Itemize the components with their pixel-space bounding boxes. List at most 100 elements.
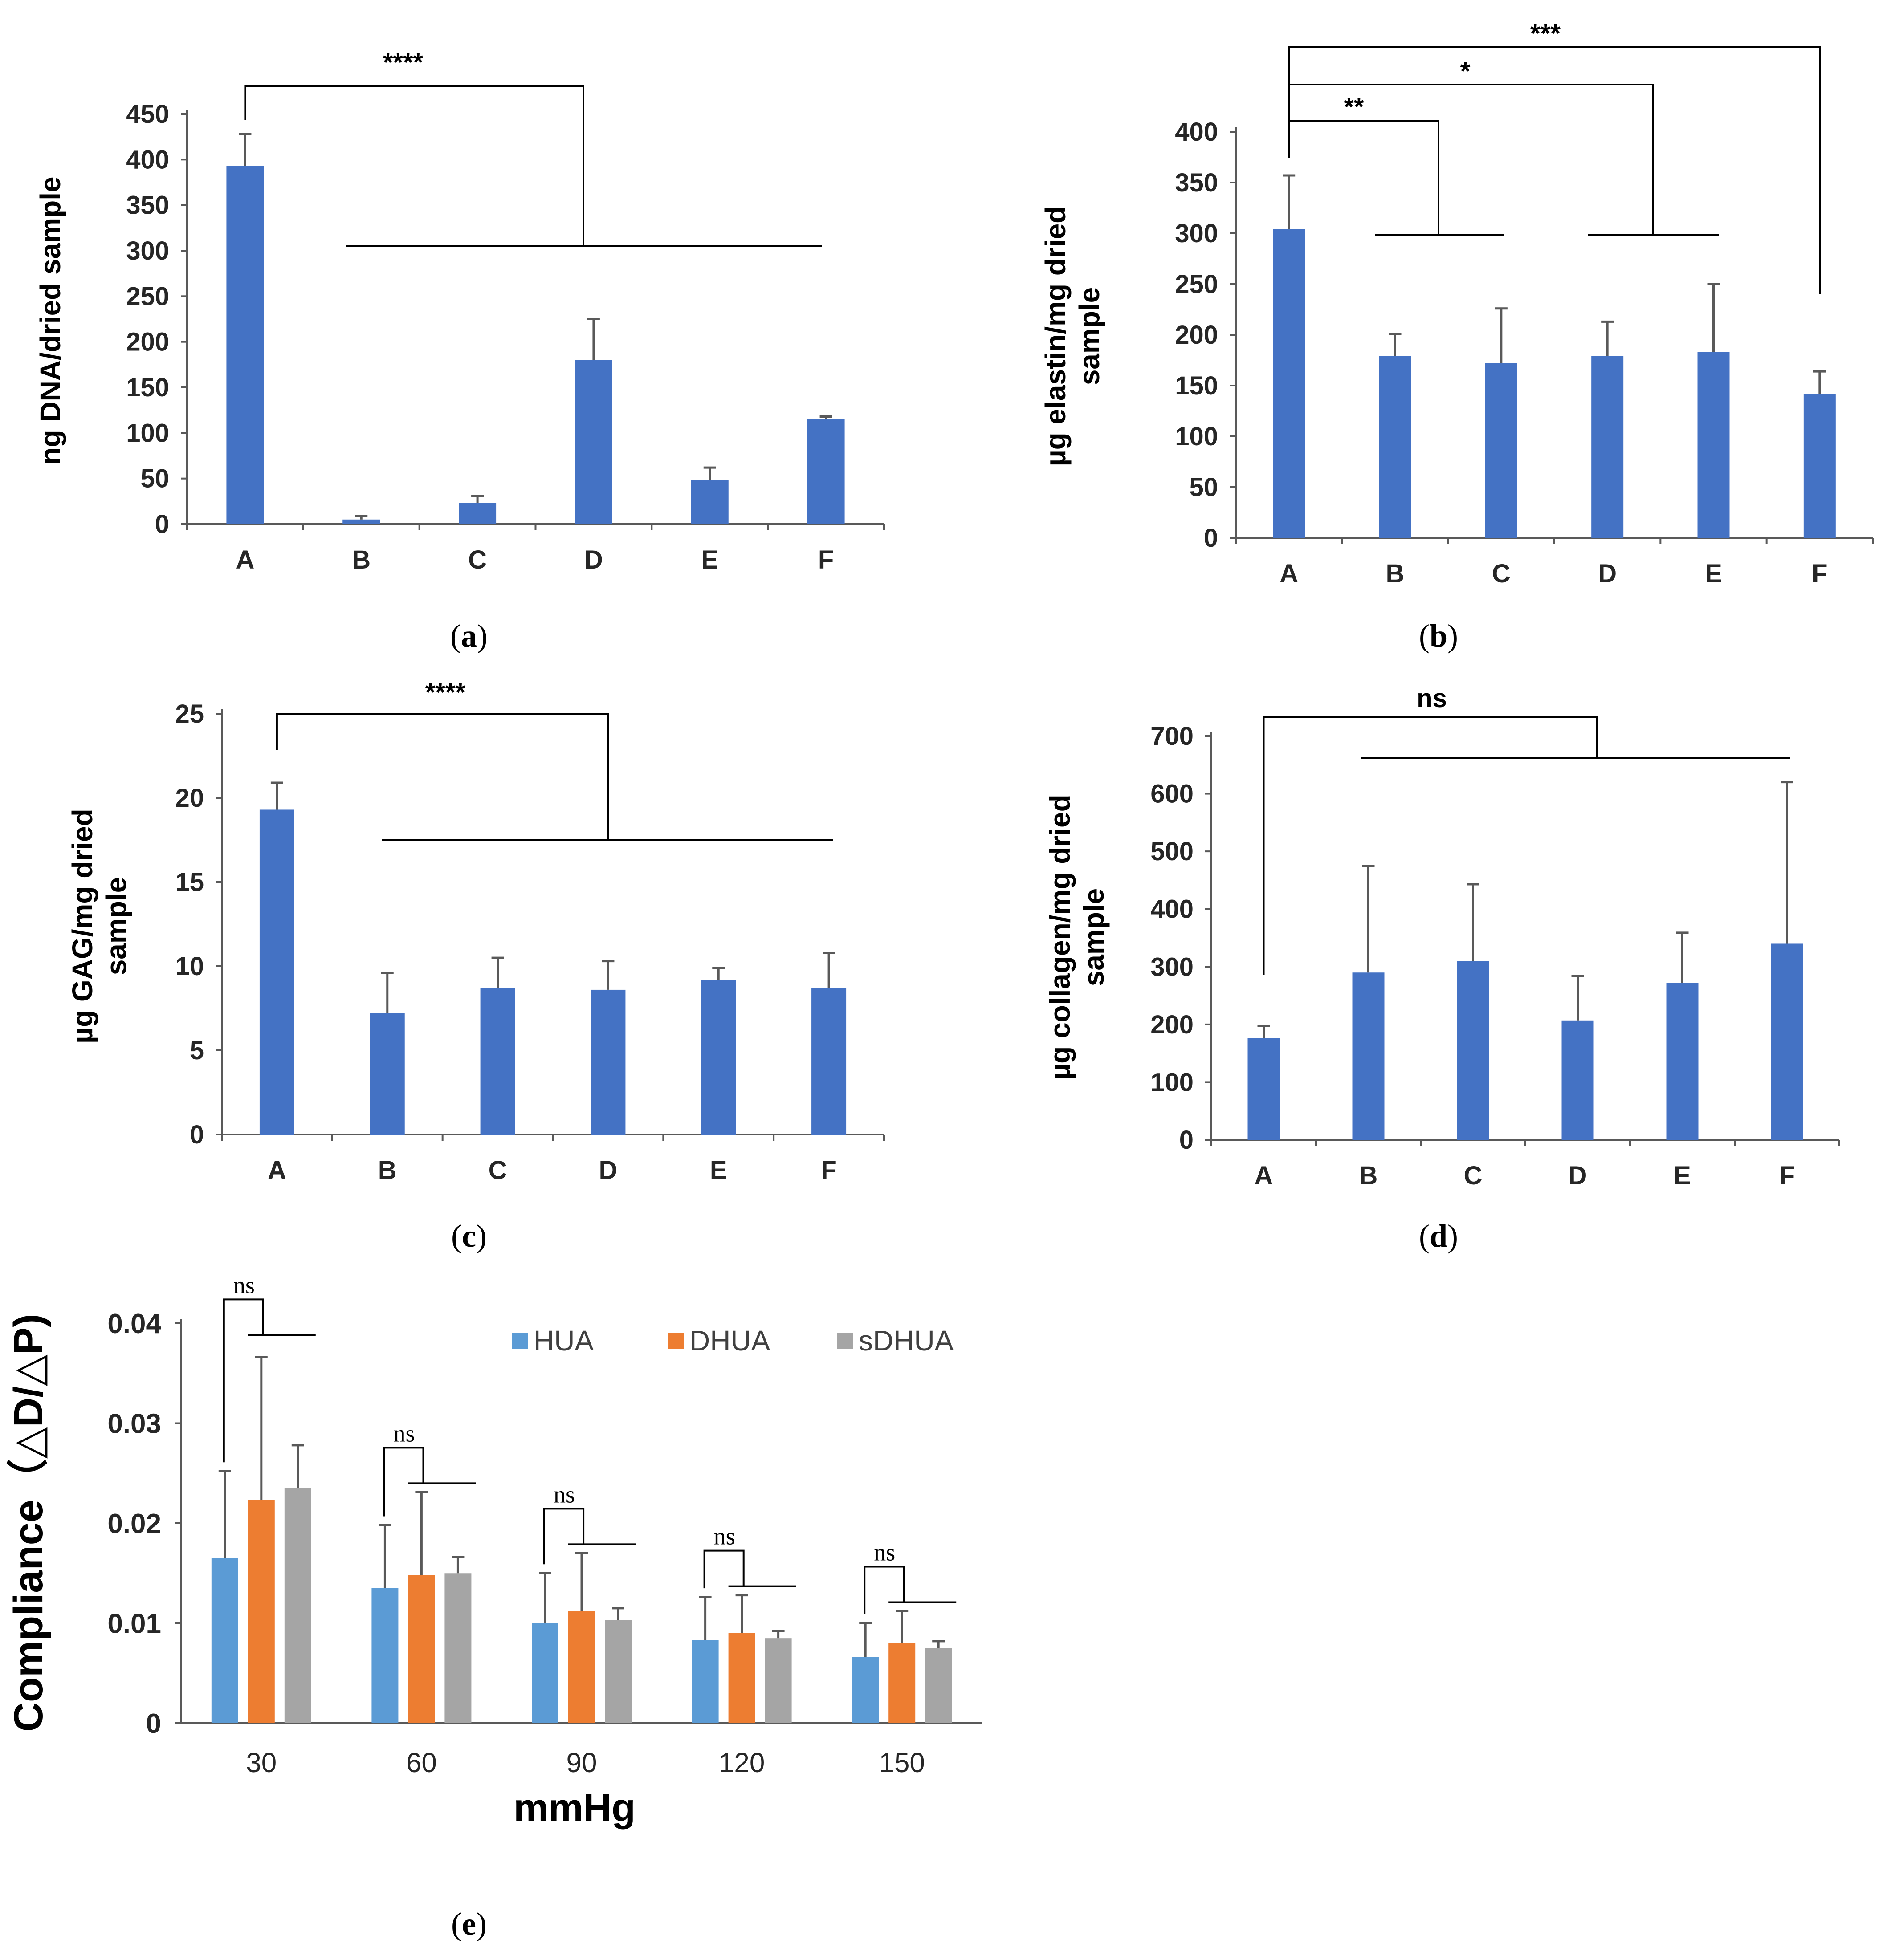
significance-label-150: ns — [874, 1539, 895, 1566]
bar-HUA-60 — [371, 1588, 399, 1723]
x-tick-label-F: F — [1779, 1161, 1795, 1190]
x-tick-label-120: 120 — [719, 1748, 765, 1778]
significance-bracket-1 — [1289, 120, 1439, 235]
y-tick-label: 300 — [1175, 219, 1218, 248]
x-tick-label-C: C — [1492, 559, 1511, 588]
caption-open: ( — [451, 1906, 462, 1942]
y-tick-label: 500 — [1150, 837, 1194, 866]
caption-letter: b — [1430, 618, 1447, 654]
legend-label-DHUA: DHUA — [689, 1325, 770, 1357]
bar-B — [1352, 972, 1385, 1140]
x-tick-label-A: A — [1280, 559, 1298, 588]
legend-label-sDHUA: sDHUA — [859, 1325, 954, 1357]
x-tick-label-E: E — [1705, 559, 1722, 588]
bar-C — [1457, 961, 1489, 1140]
y-tick-label: 0 — [1204, 524, 1218, 553]
bar-E — [1697, 352, 1730, 538]
bar-F — [807, 419, 845, 524]
bar-B — [370, 1013, 405, 1135]
x-tick-label-B: B — [352, 545, 371, 574]
x-tick-label-C: C — [468, 545, 487, 574]
significance-bracket-3 — [1289, 46, 1821, 294]
bar-B — [342, 519, 380, 524]
x-tick-label-C: C — [489, 1156, 507, 1185]
y-tick-label: 0.02 — [107, 1509, 161, 1539]
y-tick-label: 0 — [146, 1708, 161, 1739]
y-tick-label: 0.03 — [107, 1409, 161, 1440]
caption-d: (d) — [1419, 1218, 1458, 1254]
x-tick-label-C: C — [1464, 1161, 1483, 1190]
caption-e: (e) — [451, 1906, 487, 1942]
y-tick-label: 200 — [1175, 321, 1218, 350]
bar-DHUA-150 — [888, 1643, 916, 1723]
x-tick-label-F: F — [818, 545, 834, 574]
x-tick-label-30: 30 — [246, 1748, 277, 1778]
caption-close: ) — [476, 1218, 487, 1254]
y-tick-label: 600 — [1150, 780, 1194, 809]
y-tick-label: 0 — [155, 510, 169, 539]
chart-c: 0 5 10 15 20 25 A B C D E Fµg GAG/mg driedsample ***… — [66, 678, 885, 1185]
caption-letter: c — [462, 1218, 476, 1254]
bar-C — [480, 988, 515, 1135]
significance-bracket-2 — [1289, 84, 1654, 235]
y-tick-label: 100 — [126, 419, 169, 447]
bar-HUA-150 — [852, 1657, 879, 1723]
x-tick-label-B: B — [1386, 559, 1405, 588]
y-tick-label: 350 — [126, 191, 169, 220]
caption-open: ( — [450, 618, 461, 654]
y-tick-label: 100 — [1175, 422, 1218, 451]
bar-C — [459, 503, 497, 524]
y-axis-title: µg GAG/mg driedsample — [66, 809, 132, 1044]
caption-open: ( — [1419, 1218, 1430, 1254]
x-tick-label-150: 150 — [879, 1748, 925, 1778]
x-tick-label-B: B — [378, 1156, 397, 1185]
legend-swatch-sDHUA — [837, 1333, 853, 1349]
y-tick-label: 400 — [1150, 895, 1194, 924]
bar-C — [1485, 363, 1517, 538]
significance-label: **** — [425, 678, 466, 707]
bar-sDHUA-90 — [605, 1620, 632, 1723]
y-tick-label: 200 — [126, 328, 169, 357]
bar-DHUA-30 — [248, 1500, 275, 1723]
bar-F — [1803, 394, 1836, 538]
y-tick-label: 50 — [140, 464, 169, 493]
caption-a: (a) — [450, 618, 488, 654]
significance-bracket-150 — [864, 1566, 905, 1614]
y-tick-label: 150 — [126, 373, 169, 402]
y-axis-title: ng DNA/dried sample — [34, 176, 66, 464]
significance-label: **** — [383, 48, 424, 77]
y-tick-label: 400 — [126, 145, 169, 174]
y-tick-label: 300 — [126, 236, 169, 265]
chart-a: 0 50 100 150 200 250 300 350 400 450 A B C D E Fng DNA/… — [34, 48, 885, 574]
y-tick-label: 250 — [126, 282, 169, 311]
y-tick-label: 10 — [175, 952, 204, 981]
bar-D — [575, 360, 612, 524]
significance-bracket-120 — [703, 1549, 745, 1589]
x-tick-label-A: A — [268, 1156, 286, 1185]
x-tick-label-D: D — [584, 545, 603, 574]
y-tick-label: 0 — [190, 1120, 204, 1149]
bar-DHUA-90 — [568, 1611, 595, 1723]
significance-bracket — [244, 85, 584, 246]
x-tick-label-D: D — [1598, 559, 1617, 588]
y-axis-title-line: µg GAG/mg dried — [66, 809, 98, 1044]
y-tick-label: 100 — [1150, 1068, 1194, 1097]
y-tick-label: 50 — [1189, 473, 1218, 502]
significance-bracket-90 — [543, 1508, 585, 1565]
bar-B — [1379, 356, 1411, 538]
significance-label-60: ns — [393, 1420, 415, 1447]
bar-sDHUA-30 — [284, 1488, 311, 1723]
y-axis-title: µg elastin/mg driedsample — [1039, 206, 1105, 467]
y-tick-label: 15 — [175, 868, 204, 897]
bar-E — [701, 980, 736, 1135]
x-tick-label-A: A — [236, 545, 254, 574]
legend-label-HUA: HUA — [534, 1325, 594, 1357]
bar-D — [591, 989, 626, 1135]
significance-label: ns — [1417, 684, 1447, 713]
bar-DHUA-60 — [408, 1575, 435, 1723]
y-axis-title: µg collagen/mg driedsample — [1044, 794, 1110, 1080]
bar-E — [691, 480, 729, 524]
significance-label-30: ns — [233, 1272, 255, 1298]
x-tick-label-60: 60 — [406, 1748, 437, 1778]
